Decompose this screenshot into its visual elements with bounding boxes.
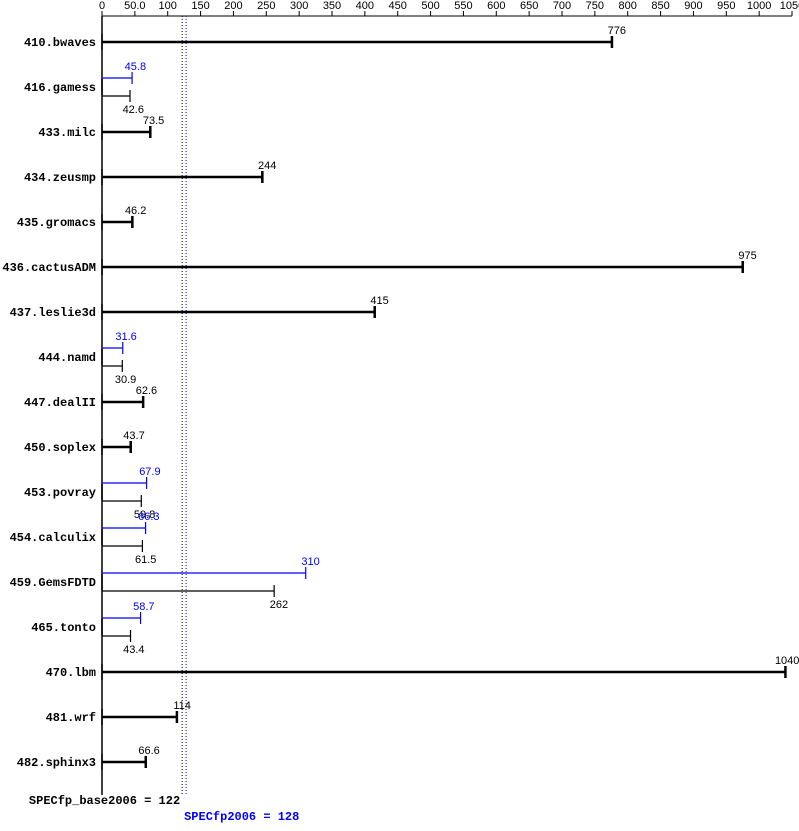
x-tick-label: 650 (520, 0, 538, 12)
benchmark-label: 453.povray (24, 486, 96, 500)
benchmark-label: 444.namd (38, 351, 96, 365)
benchmark-label: 470.lbm (46, 666, 96, 680)
benchmark-label: 465.tonto (31, 621, 96, 635)
benchmark-label: 459.GemsFDTD (10, 576, 96, 590)
bar-value-peak: 45.8 (125, 61, 146, 73)
bar-value-base: 43.7 (123, 430, 144, 442)
bar-value-peak: 66.3 (138, 511, 159, 523)
bar-value-base: 30.9 (115, 374, 136, 386)
bar-value-base: 46.2 (125, 205, 146, 217)
bar-value-base: 43.4 (123, 644, 144, 656)
x-tick-label: 850 (651, 0, 669, 12)
bar-value-base: 262 (270, 599, 288, 611)
x-tick-label: 800 (619, 0, 637, 12)
x-tick-label: 1000 (747, 0, 771, 12)
x-tick-label: 350 (323, 0, 341, 12)
benchmark-label: 482.sphinx3 (17, 756, 96, 770)
bar-value-peak: 58.7 (133, 601, 154, 613)
x-tick-label: 950 (717, 0, 735, 12)
benchmark-label: 447.dealII (24, 396, 96, 410)
benchmark-label: 436.cactusADM (2, 261, 96, 275)
bar-value-base: 66.6 (138, 745, 159, 757)
x-tick-label: 500 (421, 0, 439, 12)
bar-value-base: 114 (173, 700, 191, 712)
x-tick-label: 600 (487, 0, 505, 12)
x-tick-label: 550 (454, 0, 472, 12)
bar-value-peak: 310 (301, 556, 319, 568)
benchmark-label: 416.gamess (24, 81, 96, 95)
bar-value-base: 776 (608, 25, 626, 37)
benchmark-label: 450.soplex (24, 441, 96, 455)
x-tick-label: 100 (159, 0, 177, 12)
x-tick-label: 400 (356, 0, 374, 12)
x-tick-label: 700 (553, 0, 571, 12)
bar-value-base: 61.5 (135, 554, 156, 566)
x-tick-label: 900 (684, 0, 702, 12)
x-tick-label: 250 (257, 0, 275, 12)
x-tick-label: 150 (191, 0, 209, 12)
benchmark-label: 435.gromacs (17, 216, 96, 230)
benchmark-label: 454.calculix (10, 531, 96, 545)
footer-base-label: SPECfp_base2006 = 122 (29, 794, 180, 808)
x-tick-label: 0 (99, 0, 105, 12)
benchmark-label: 410.bwaves (24, 36, 96, 50)
bar-value-base: 415 (370, 295, 388, 307)
benchmark-label: 434.zeusmp (24, 171, 96, 185)
bar-value-peak: 31.6 (115, 331, 136, 343)
benchmark-label: 437.leslie3d (10, 306, 96, 320)
chart-svg: 0 50.0 100 150 200 250 300 350 400 450 500 550 600 65… (0, 0, 799, 831)
x-tick-label: 1050 (780, 0, 799, 12)
x-tick-label: 450 (389, 0, 407, 12)
bar-value-base: 1040 (775, 655, 799, 667)
bar-value-base: 244 (258, 160, 276, 172)
bar-value-base: 975 (738, 250, 756, 262)
benchmark-label: 481.wrf (46, 711, 96, 725)
footer-peak-label: SPECfp2006 = 128 (184, 810, 299, 824)
x-tick-label: 50.0 (124, 0, 145, 12)
benchmark-label: 433.milc (38, 126, 96, 140)
x-tick-label: 750 (586, 0, 604, 12)
spec-benchmark-chart: 0 50.0 100 150 200 250 300 350 400 450 500 550 600 65… (0, 0, 799, 831)
bar-value-base: 62.6 (136, 385, 157, 397)
bar-value-base: 42.6 (123, 104, 144, 116)
x-tick-label: 200 (224, 0, 242, 12)
x-tick-label: 300 (290, 0, 308, 12)
bar-value-peak: 67.9 (139, 466, 160, 478)
bar-value-base: 73.5 (143, 115, 164, 127)
